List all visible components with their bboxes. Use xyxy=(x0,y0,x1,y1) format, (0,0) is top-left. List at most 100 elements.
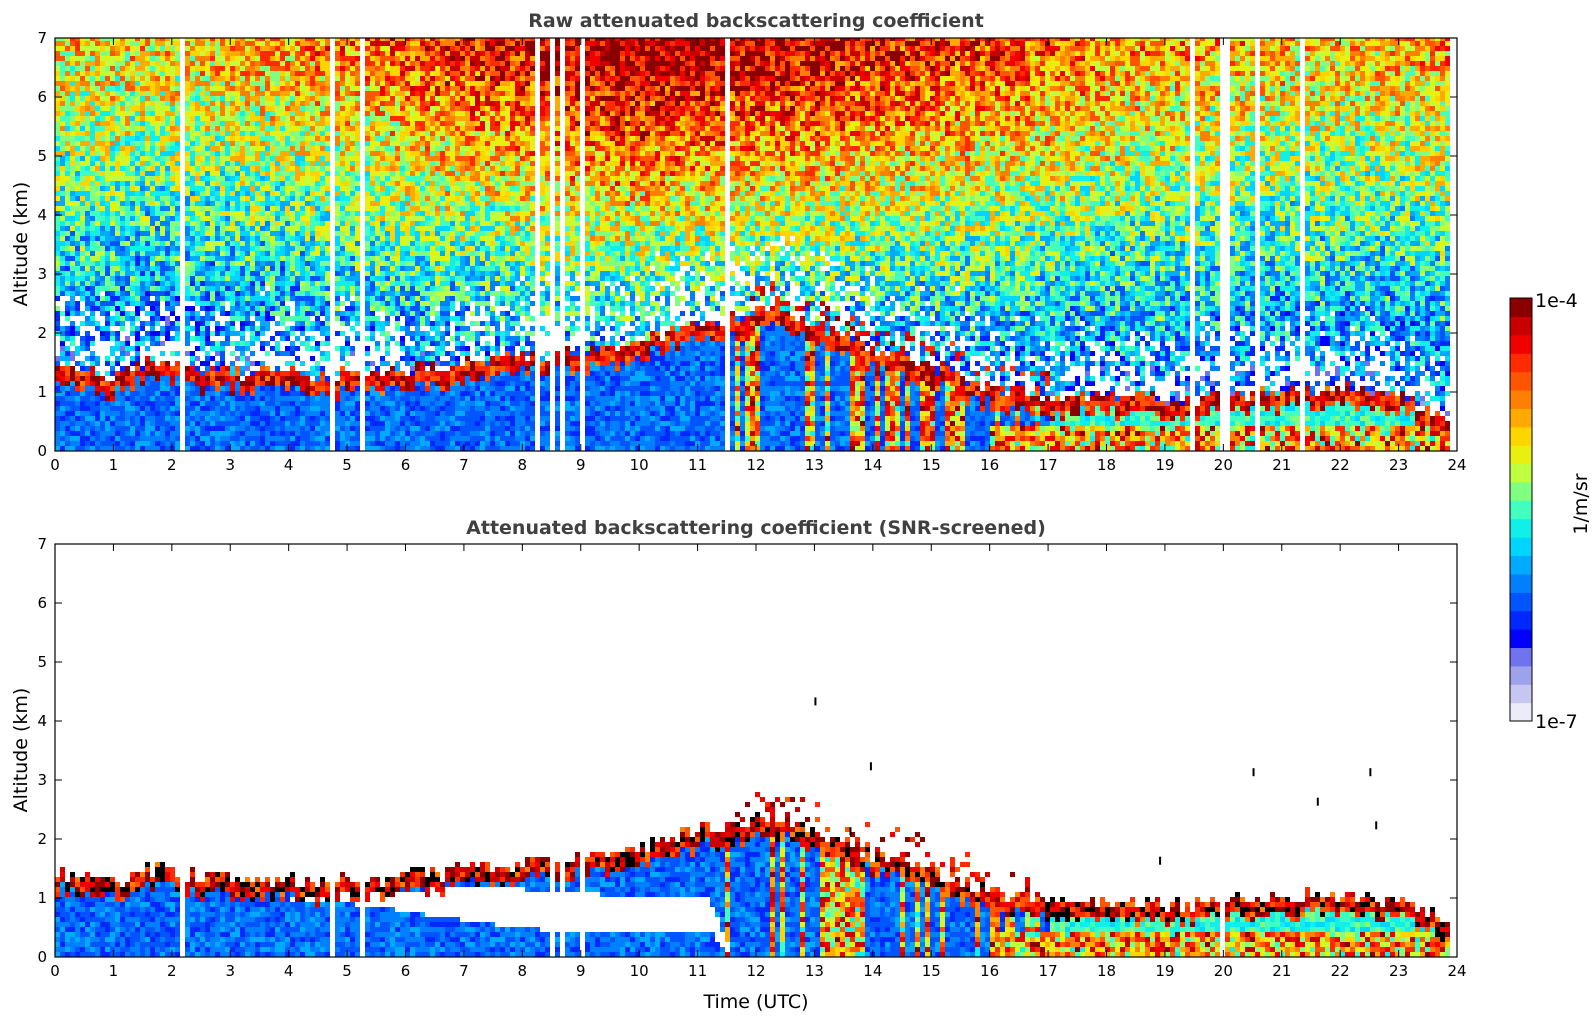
heatmap-cell xyxy=(240,306,245,311)
heatmap-cell xyxy=(75,351,80,356)
heatmap-cell xyxy=(60,126,65,131)
heatmap-cell xyxy=(125,261,130,266)
heatmap-cell xyxy=(65,406,70,411)
heatmap-cell xyxy=(225,231,230,236)
heatmap-cell xyxy=(340,91,345,96)
heatmap-cell xyxy=(205,221,210,226)
heatmap-cell xyxy=(105,431,110,436)
heatmap-cell xyxy=(120,296,125,301)
heatmap-cell xyxy=(235,81,240,86)
heatmap-cell xyxy=(175,296,180,301)
heatmap-cell xyxy=(95,301,100,306)
heatmap-cell xyxy=(190,101,195,106)
heatmap-cell xyxy=(325,386,330,391)
heatmap-cell xyxy=(150,336,155,341)
heatmap-cell xyxy=(210,38,215,41)
heatmap-cell xyxy=(205,306,210,311)
heatmap-cell xyxy=(100,106,105,111)
heatmap-cell xyxy=(120,41,125,46)
heatmap-cell xyxy=(190,131,195,136)
heatmap-cell xyxy=(245,251,250,256)
heatmap-cell xyxy=(70,371,75,376)
heatmap-cell xyxy=(110,76,115,81)
heatmap-cell xyxy=(60,76,65,81)
heatmap-cell xyxy=(345,281,350,286)
heatmap-cell xyxy=(200,401,205,406)
heatmap-cell xyxy=(60,206,65,211)
heatmap-cell xyxy=(260,206,265,211)
heatmap-cell xyxy=(145,221,150,226)
heatmap-cell xyxy=(295,441,300,446)
heatmap-cell xyxy=(75,76,80,81)
heatmap-cell xyxy=(235,216,240,221)
heatmap-cell xyxy=(290,361,295,366)
heatmap-cell xyxy=(230,221,235,226)
heatmap-cell xyxy=(195,346,200,351)
heatmap-cell xyxy=(165,406,170,411)
heatmap-cell xyxy=(150,221,155,226)
heatmap-cell xyxy=(325,341,330,346)
heatmap-cell xyxy=(60,41,65,46)
heatmap-cell xyxy=(235,121,240,126)
heatmap-cell xyxy=(265,206,270,211)
heatmap-cell xyxy=(160,111,165,116)
heatmap-cell xyxy=(200,386,205,391)
heatmap-cell xyxy=(320,56,325,61)
heatmap-cell xyxy=(70,166,75,171)
heatmap-cell xyxy=(335,406,340,411)
heatmap-cell xyxy=(175,221,180,226)
heatmap-cell xyxy=(140,291,145,296)
heatmap-cell xyxy=(255,61,260,66)
heatmap-cell xyxy=(355,101,360,106)
heatmap-cell xyxy=(345,436,350,441)
heatmap-cell xyxy=(85,171,90,176)
heatmap-cell xyxy=(215,426,220,431)
heatmap-cell xyxy=(325,56,330,61)
heatmap-cell xyxy=(285,231,290,236)
heatmap-cell xyxy=(245,291,250,296)
heatmap-cell xyxy=(65,81,70,86)
heatmap-cell xyxy=(245,146,250,151)
heatmap-cell xyxy=(175,431,180,436)
heatmap-cell xyxy=(365,261,370,266)
heatmap-cell xyxy=(125,226,130,231)
heatmap-cell xyxy=(170,66,175,71)
heatmap-cell xyxy=(385,186,390,191)
heatmap-cell xyxy=(260,106,265,111)
heatmap-cell xyxy=(155,38,160,41)
heatmap-cell xyxy=(195,216,200,221)
heatmap-cell xyxy=(350,211,355,216)
heatmap-cell xyxy=(250,56,255,61)
heatmap-cell xyxy=(370,176,375,181)
heatmap-cell xyxy=(105,441,110,446)
heatmap-cell xyxy=(110,306,115,311)
heatmap-cell xyxy=(265,131,270,136)
heatmap-cell xyxy=(185,271,190,276)
heatmap-cell xyxy=(375,446,380,451)
heatmap-cell xyxy=(370,146,375,151)
heatmap-cell xyxy=(130,71,135,76)
heatmap-cell xyxy=(270,416,275,421)
heatmap-cell xyxy=(100,116,105,121)
heatmap-cell xyxy=(290,111,295,116)
heatmap-cell xyxy=(380,246,385,251)
heatmap-cell xyxy=(190,226,195,231)
heatmap-cell xyxy=(80,161,85,166)
heatmap-cell xyxy=(175,76,180,81)
heatmap-cell xyxy=(285,91,290,96)
heatmap-cell xyxy=(175,66,180,71)
heatmap-cell xyxy=(285,396,290,401)
heatmap-cell xyxy=(300,111,305,116)
heatmap-cell xyxy=(165,151,170,156)
heatmap-cell xyxy=(370,311,375,316)
heatmap-cell xyxy=(285,156,290,161)
heatmap-cell xyxy=(240,46,245,51)
heatmap-cell xyxy=(75,201,80,206)
heatmap-cell xyxy=(260,76,265,81)
heatmap-cell xyxy=(165,96,170,101)
heatmap-cell xyxy=(345,381,350,386)
heatmap-cell xyxy=(370,361,375,366)
heatmap-cell xyxy=(305,236,310,241)
heatmap-cell xyxy=(200,191,205,196)
heatmap-cell xyxy=(65,66,70,71)
